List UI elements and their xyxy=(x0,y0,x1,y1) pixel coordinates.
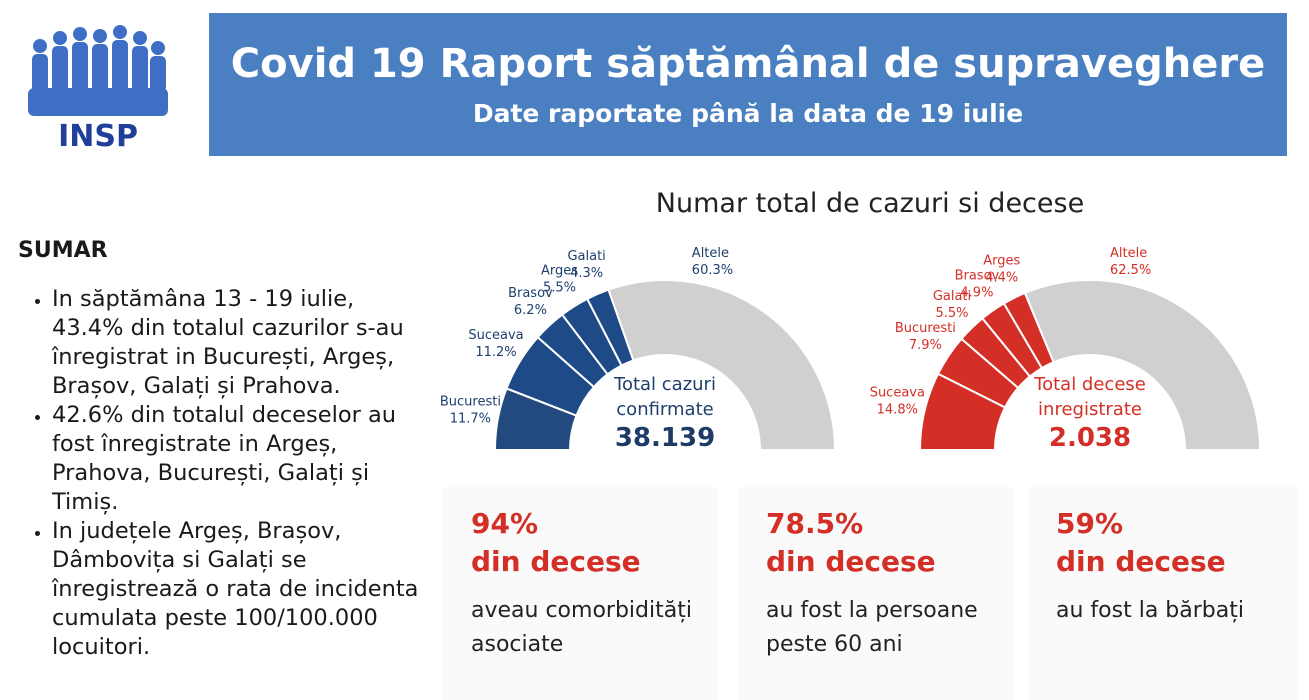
deaths-value-bucuresti: 7.9% xyxy=(909,338,942,353)
deaths-value-suceava: 14.8% xyxy=(877,402,918,417)
deaths-label-arges: Arges xyxy=(983,254,1020,269)
cases-center-label-line1: Total cazuri xyxy=(613,374,716,395)
deaths-value-arges: 4.4% xyxy=(985,271,1018,286)
summary-bullet: In săptămâna 13 - 19 iulie, 43.4% din to… xyxy=(52,285,423,401)
deaths-label-brasov: Brasov xyxy=(955,268,1000,283)
deaths-label-bucuresti: Bucuresti xyxy=(895,321,956,336)
cases-value-bucuresti: 11.7% xyxy=(450,412,491,427)
cases-label-brasov: Brasov xyxy=(508,286,553,301)
stat-subject: din decese xyxy=(471,545,641,578)
deaths-center-label-line2: inregistrate xyxy=(1038,399,1142,420)
deaths-value-altele: 62.5% xyxy=(1110,263,1151,278)
report-title: Covid 19 Raport săptămânal de supraveghe… xyxy=(230,41,1266,87)
cases-label-altele: Altele xyxy=(692,246,729,261)
gauge-charts: Bucuresti 11.7% Suceava 11.2% Brasov 6.2% Arge… xyxy=(440,246,1262,453)
deaths-label-altele: Altele xyxy=(1110,246,1147,261)
deaths-slice-altele xyxy=(1023,279,1262,451)
stat-card-over-60: 78.5% din decese au fost la persoane pes… xyxy=(738,487,1013,700)
report-subtitle: Date raportate până la data de 19 iulie xyxy=(472,99,1024,128)
insp-logo: INSP xyxy=(18,18,178,156)
deaths-total: 2.038 xyxy=(1049,423,1131,453)
cases-total: 38.139 xyxy=(615,423,715,453)
summary-list: In săptămâna 13 - 19 iulie, 43.4% din to… xyxy=(18,285,423,662)
cases-value-galati: 4.3% xyxy=(570,266,603,281)
chart-title: Numar total de cazuri si decese xyxy=(655,188,1085,219)
cases-slice-altele xyxy=(607,279,837,451)
stat-subject: din decese xyxy=(766,545,936,578)
cases-value-suceava: 11.2% xyxy=(475,345,516,360)
summary-bullet: 42.6% din totalul deceselor au fost înre… xyxy=(52,401,423,517)
cases-label-arges: Arges xyxy=(541,263,578,278)
cases-center-label-line2: confirmate xyxy=(616,399,713,420)
stat-card-men: 59% din decese au fost la bărbați xyxy=(1028,487,1298,700)
cases-value-arges: 5.5% xyxy=(543,280,576,295)
logo-text: INSP xyxy=(58,119,138,154)
stat-percent: 59% xyxy=(1056,507,1124,540)
cases-label-bucuresti: Bucuresti xyxy=(440,395,501,410)
stat-percent: 94% xyxy=(471,507,539,540)
deaths-value-galati: 5.5% xyxy=(935,306,968,321)
deaths-center-label-line1: Total decese xyxy=(1033,374,1146,395)
deaths-label-galati: Galati xyxy=(933,289,971,304)
header-banner: Covid 19 Raport săptămânal de supraveghe… xyxy=(209,13,1287,156)
stat-card-comorbidities: 94% din decese aveau comorbidități asoci… xyxy=(443,487,718,700)
stat-description: aveau comorbidități asociate xyxy=(471,598,692,657)
cases-value-brasov: 6.2% xyxy=(514,303,547,318)
summary-section: SUMAR In săptămâna 13 - 19 iulie, 43.4% … xyxy=(18,238,423,662)
stat-subject: din decese xyxy=(1056,545,1226,578)
cases-label-suceava: Suceava xyxy=(468,328,523,343)
stat-percent: 78.5% xyxy=(766,507,864,540)
insp-logo-graphic: INSP xyxy=(28,25,168,154)
cases-label-galati: Galati xyxy=(567,249,605,264)
cases-value-altele: 60.3% xyxy=(692,263,733,278)
stat-description: au fost la bărbați xyxy=(1056,598,1244,623)
summary-bullet: In județele Argeș, Brașov, Dâmbovița si … xyxy=(52,517,423,662)
deaths-label-suceava: Suceava xyxy=(870,385,925,400)
deaths-value-brasov: 4.9% xyxy=(960,285,993,300)
summary-title: SUMAR xyxy=(18,238,108,263)
stat-description: au fost la persoane peste 60 ani xyxy=(766,598,978,657)
